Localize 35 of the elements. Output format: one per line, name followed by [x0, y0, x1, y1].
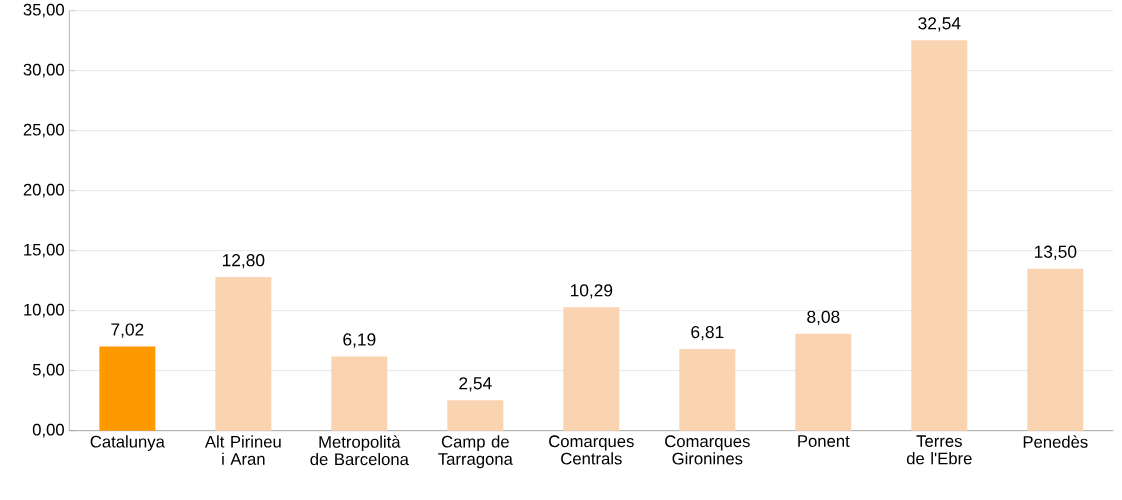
y-tick-label: 25,00: [23, 123, 64, 138]
y-tick-label: 15,00: [24, 243, 64, 258]
data-label: 6,19: [343, 333, 376, 348]
data-label: 32,54: [918, 17, 961, 32]
bar: [563, 307, 620, 431]
bar: [795, 333, 852, 431]
y-tick-label: 30,00: [23, 63, 64, 78]
bar: [1027, 268, 1084, 431]
x-tick-label: Terres de l'Ebre: [906, 435, 972, 465]
x-tick-label: Alt Pirineu i Aran: [204, 435, 281, 465]
y-tick-label: 0,00: [32, 423, 64, 438]
data-label: 7,02: [111, 323, 144, 338]
data-label: 10,29: [570, 284, 613, 299]
x-tick-label: Catalunya: [90, 435, 165, 451]
data-label: 6,81: [691, 325, 724, 341]
data-label: 8,08: [807, 310, 840, 325]
bar: [911, 40, 968, 431]
x-tick-label: Ponent: [798, 435, 850, 447]
data-label: 12,80: [222, 254, 265, 269]
bar: [215, 277, 272, 431]
y-tick-label: 5,00: [32, 363, 64, 378]
data-label: 2,54: [459, 377, 492, 392]
bar: [99, 346, 156, 431]
y-tick-label: 20,00: [23, 183, 64, 198]
x-tick-label: Comarques Gironines: [665, 435, 750, 465]
x-tick-label: Comarques Centrals: [549, 435, 634, 465]
bar: [331, 356, 388, 431]
data-label: 13,50: [1034, 245, 1077, 260]
x-tick-label: Metropolità de Barcelona: [310, 435, 409, 466]
y-tick-label: 35,00: [23, 3, 64, 18]
bar: [679, 348, 736, 431]
x-tick-label: Camp de Tarragona: [438, 435, 513, 469]
bar: [447, 400, 504, 431]
y-tick-label: 10,00: [24, 303, 64, 318]
x-tick-label: Penedès: [1023, 435, 1088, 448]
